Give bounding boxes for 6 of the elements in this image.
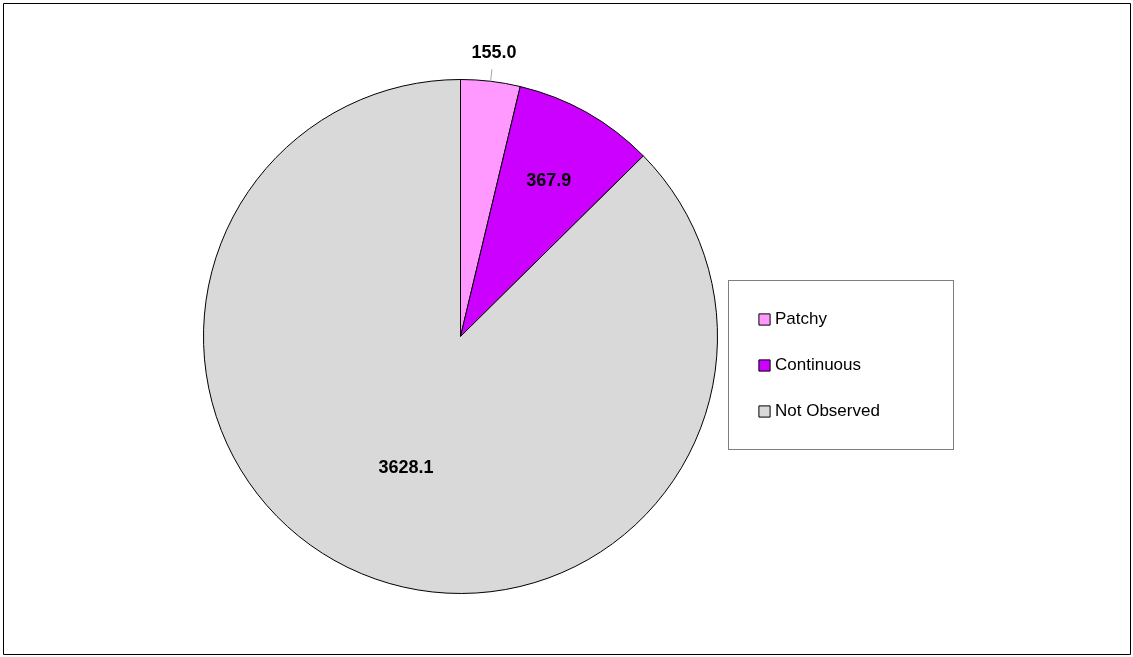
data-label: 3628.1 [378,457,434,478]
legend-label: Not Observed [775,401,881,421]
data-label: 367.9 [526,170,572,191]
legend-label: Patchy [775,309,828,329]
legend-label: Continuous [775,355,862,375]
data-label: 155.0 [471,41,517,62]
